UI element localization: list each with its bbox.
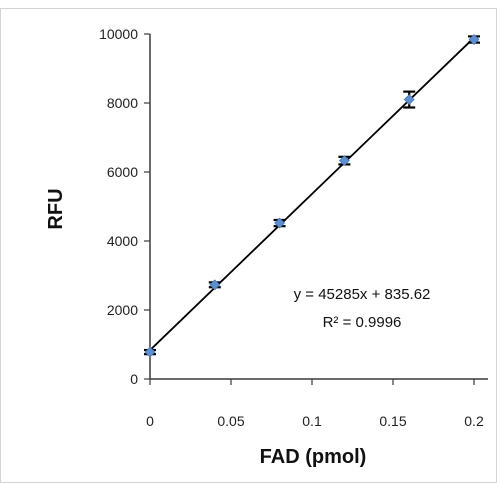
y-tick-label: 4000 (107, 233, 138, 249)
trendline (149, 37, 475, 351)
y-tick-label: 10000 (99, 26, 138, 42)
x-axis-title: FAD (pmol) (260, 446, 367, 468)
data-point (144, 346, 156, 358)
x-tick-label: 0.2 (464, 413, 484, 429)
y-tick-label: 8000 (107, 95, 138, 111)
data-point (338, 155, 350, 167)
data-point (468, 34, 480, 45)
regression-equation: y = 45285x + 835.62 (294, 286, 431, 303)
x-axis-ticks: 0 0.05 0.1 0.15 0.2 (146, 379, 484, 429)
data-point (274, 217, 286, 229)
y-axis-ticks: 0 2000 4000 6000 8000 10000 (99, 26, 150, 387)
y-tick-label: 6000 (107, 164, 138, 180)
y-tick-label: 2000 (107, 302, 138, 318)
x-tick-label: 0 (146, 413, 154, 429)
data-point (209, 279, 221, 291)
chart-frame (0, 8, 497, 483)
data-point (403, 94, 415, 105)
data-points (144, 34, 480, 358)
x-tick-label: 0.1 (302, 413, 322, 429)
x-tick-label: 0.05 (217, 413, 244, 429)
y-axis-title: RFU (45, 188, 67, 229)
x-tick-label: 0.15 (379, 413, 406, 429)
r-squared-value: R² = 0.9996 (323, 314, 402, 331)
y-tick-label: 0 (130, 371, 138, 387)
